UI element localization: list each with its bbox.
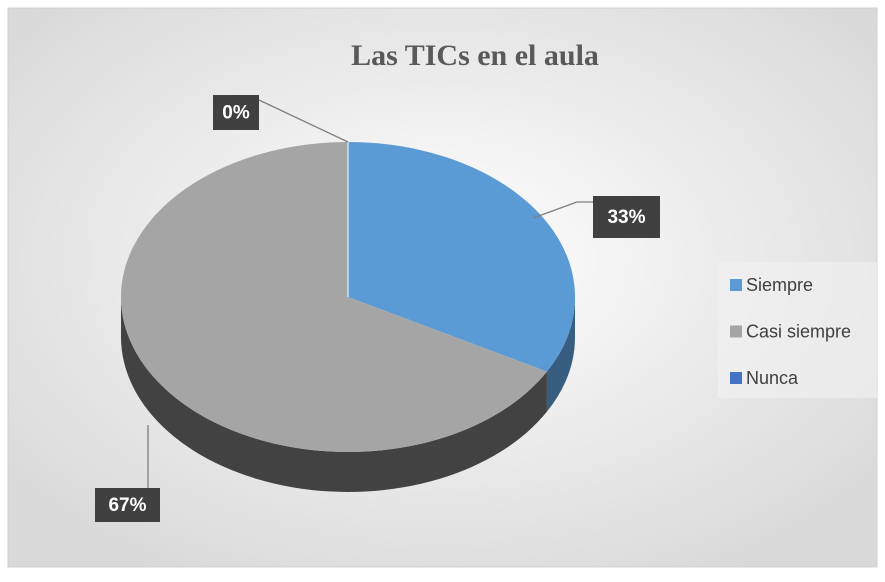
legend-label: Nunca bbox=[746, 368, 799, 388]
legend-label: Casi siempre bbox=[746, 321, 851, 341]
data-label-box bbox=[593, 196, 660, 238]
data-label: 0% bbox=[222, 103, 250, 124]
chart-title: Las TICs en el aula bbox=[351, 39, 599, 72]
leader-line bbox=[532, 201, 593, 219]
slice-side bbox=[120, 297, 547, 493]
legend-box bbox=[718, 262, 877, 398]
legend-swatch bbox=[730, 372, 742, 384]
legend-swatch bbox=[730, 279, 742, 291]
slice-side bbox=[546, 297, 575, 412]
data-label: 33% bbox=[607, 207, 645, 228]
data-label: 67% bbox=[108, 495, 146, 516]
legend-swatch bbox=[730, 325, 742, 338]
data-label-box bbox=[95, 488, 160, 522]
slice bbox=[348, 142, 576, 372]
slice bbox=[121, 142, 547, 452]
leader-line bbox=[258, 99, 349, 143]
legend-label: Siempre bbox=[746, 275, 813, 295]
data-label-box bbox=[213, 95, 259, 130]
